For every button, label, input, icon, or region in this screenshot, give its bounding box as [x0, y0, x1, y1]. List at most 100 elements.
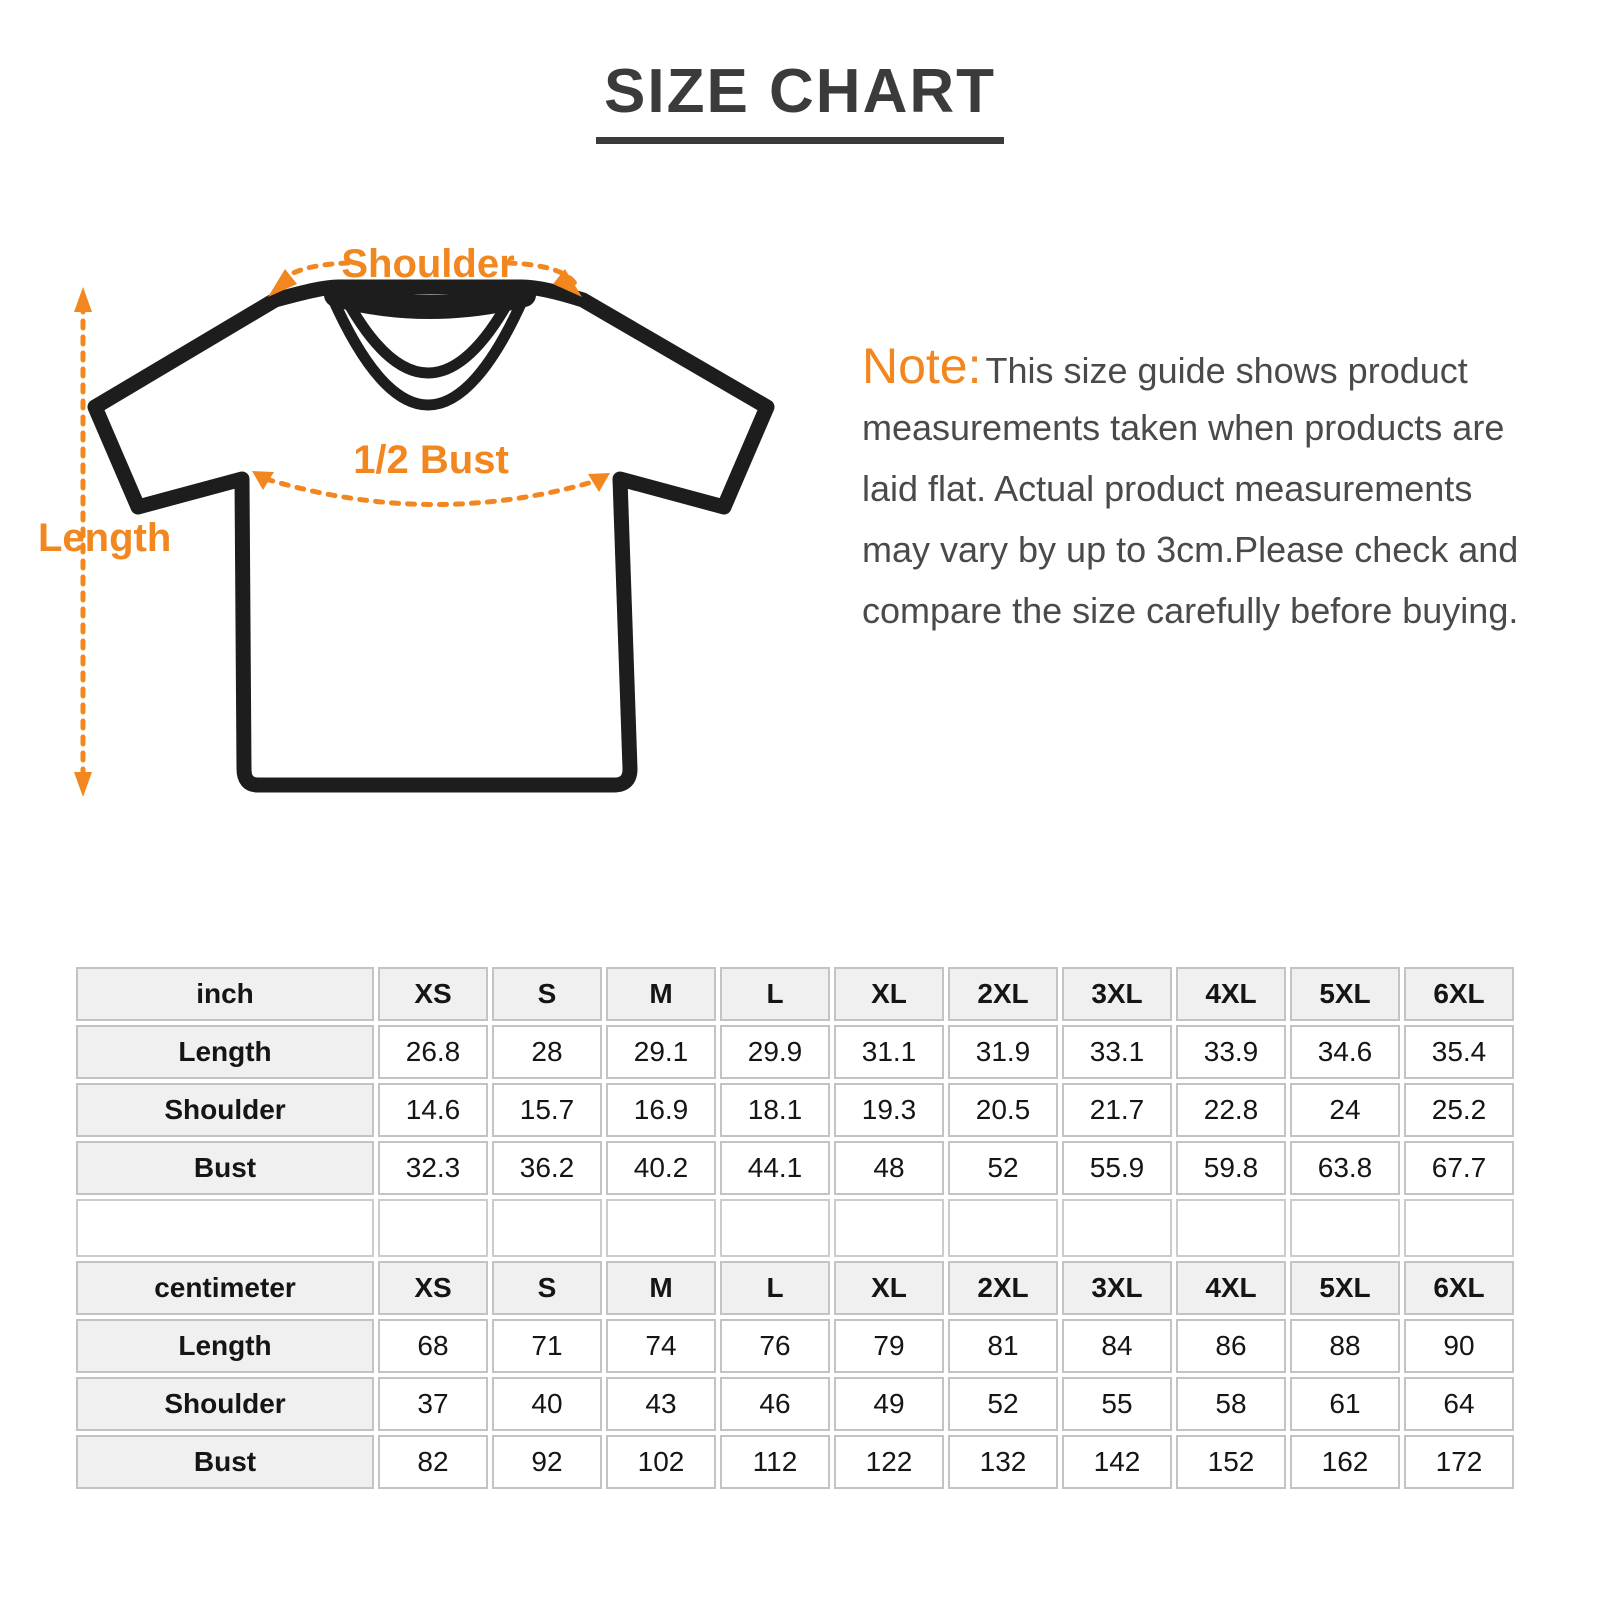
- size-column-header: 3XL: [1062, 967, 1172, 1021]
- shoulder-arrow-right-icon: [553, 269, 582, 297]
- length-arrow-up-icon: [74, 287, 92, 312]
- measurement-value: 36.2: [492, 1141, 602, 1195]
- row-label: Length: [76, 1319, 374, 1373]
- size-column-header: XS: [378, 1261, 488, 1315]
- measurement-value: 71: [492, 1319, 602, 1373]
- length-label: Length: [38, 516, 171, 560]
- measurement-value: 132: [948, 1435, 1058, 1489]
- note-label: Note:: [862, 338, 982, 394]
- measurement-value: 82: [378, 1435, 488, 1489]
- measurement-value: 14.6: [378, 1083, 488, 1137]
- spacer-cell: [378, 1199, 488, 1257]
- measurement-value: 40: [492, 1377, 602, 1431]
- measurement-value: 55: [1062, 1377, 1172, 1431]
- measurement-value: 162: [1290, 1435, 1400, 1489]
- size-column-header: 5XL: [1290, 967, 1400, 1021]
- note-line: may vary by up to 3cm.Please check and: [862, 529, 1519, 570]
- size-column-header: S: [492, 967, 602, 1021]
- measurement-value: 20.5: [948, 1083, 1058, 1137]
- measurement-value: 68: [378, 1319, 488, 1373]
- measurement-value: 24: [1290, 1083, 1400, 1137]
- measurement-value: 79: [834, 1319, 944, 1373]
- note-line: measurements taken when products are: [862, 407, 1505, 448]
- measurement-value: 34.6: [1290, 1025, 1400, 1079]
- size-column-header: 2XL: [948, 967, 1058, 1021]
- measurement-value: 25.2: [1404, 1083, 1514, 1137]
- spacer-cell: [720, 1199, 830, 1257]
- length-arrow-down-icon: [74, 772, 92, 797]
- measurement-value: 64: [1404, 1377, 1514, 1431]
- measurement-value: 90: [1404, 1319, 1514, 1373]
- size-column-header: M: [606, 967, 716, 1021]
- note-line: laid flat. Actual product measurements: [862, 468, 1473, 509]
- measurement-value: 31.9: [948, 1025, 1058, 1079]
- measurement-value: 67.7: [1404, 1141, 1514, 1195]
- bust-label: 1/2 Bust: [353, 438, 509, 482]
- measurement-value: 18.1: [720, 1083, 830, 1137]
- table-row: Shoulder 37 40 43 46 49 52 55 58 61 64: [76, 1377, 1514, 1431]
- row-label: Bust: [76, 1141, 374, 1195]
- spacer-cell: [1290, 1199, 1400, 1257]
- spacer-row: [76, 1199, 1514, 1257]
- shoulder-measure-line-right: [505, 260, 579, 288]
- measurement-value: 43: [606, 1377, 716, 1431]
- spacer-cell: [606, 1199, 716, 1257]
- note-line: Note: This size guide shows product: [862, 336, 1518, 397]
- size-column-header: L: [720, 1261, 830, 1315]
- measurement-value: 44.1: [720, 1141, 830, 1195]
- spacer-cell: [948, 1199, 1058, 1257]
- measurement-value: 15.7: [492, 1083, 602, 1137]
- spacer-cell: [76, 1199, 374, 1257]
- measurement-value: 32.3: [378, 1141, 488, 1195]
- size-column-header: 4XL: [1176, 967, 1286, 1021]
- measurement-value: 172: [1404, 1435, 1514, 1489]
- tshirt-measurement-diagram: Shoulder 1/2 Bust Length: [38, 242, 775, 797]
- measurement-value: 49: [834, 1377, 944, 1431]
- measurement-value: 88: [1290, 1319, 1400, 1373]
- size-column-header: L: [720, 967, 830, 1021]
- row-label: Shoulder: [76, 1377, 374, 1431]
- table-header-row: inch XS S M L XL 2XL 3XL 4XL 5XL 6XL: [76, 967, 1514, 1021]
- table-row: Bust 82 92 102 112 122 132 142 152 162 172: [76, 1435, 1514, 1489]
- bust-arrow-right-icon: [588, 473, 610, 492]
- tshirt-outline: [87, 279, 775, 793]
- measurement-value: 19.3: [834, 1083, 944, 1137]
- size-column-header: XS: [378, 967, 488, 1021]
- shoulder-arrow-left-icon: [268, 269, 297, 297]
- measurement-value: 63.8: [1290, 1141, 1400, 1195]
- measurement-value: 26.8: [378, 1025, 488, 1079]
- note-line: compare the size carefully before buying…: [862, 590, 1519, 631]
- measurement-value: 55.9: [1062, 1141, 1172, 1195]
- measurement-value: 152: [1176, 1435, 1286, 1489]
- measurement-value: 33.9: [1176, 1025, 1286, 1079]
- page-title-text: SIZE CHART: [596, 56, 1004, 144]
- bust-measure-line: [263, 476, 599, 507]
- size-column-header: S: [492, 1261, 602, 1315]
- measurement-value: 40.2: [606, 1141, 716, 1195]
- measurement-value: 76: [720, 1319, 830, 1373]
- measurement-value: 92: [492, 1435, 602, 1489]
- measurement-value: 37: [378, 1377, 488, 1431]
- table-row: Bust 32.3 36.2 40.2 44.1 48 52 55.9 59.8 63.8 67.7: [76, 1141, 1514, 1195]
- measurement-value: 48: [834, 1141, 944, 1195]
- spacer-cell: [492, 1199, 602, 1257]
- measurement-value: 112: [720, 1435, 830, 1489]
- measurement-value: 74: [606, 1319, 716, 1373]
- measurement-value: 46: [720, 1377, 830, 1431]
- unit-header-inch: inch: [76, 967, 374, 1021]
- table-row: Shoulder 14.6 15.7 16.9 18.1 19.3 20.5 21.7 22.8…: [76, 1083, 1514, 1137]
- size-column-header: M: [606, 1261, 716, 1315]
- size-column-header: 2XL: [948, 1261, 1058, 1315]
- measurement-value: 84: [1062, 1319, 1172, 1373]
- shoulder-label: Shoulder: [341, 242, 514, 286]
- measurement-value: 81: [948, 1319, 1058, 1373]
- spacer-cell: [1404, 1199, 1514, 1257]
- measurement-value: 61: [1290, 1377, 1400, 1431]
- size-column-header: 6XL: [1404, 967, 1514, 1021]
- note-text: This size guide shows product: [985, 350, 1468, 391]
- measurement-value: 35.4: [1404, 1025, 1514, 1079]
- measurement-value: 22.8: [1176, 1083, 1286, 1137]
- measurement-value: 29.1: [606, 1025, 716, 1079]
- measurement-value: 28: [492, 1025, 602, 1079]
- table-header-row: centimeter XS S M L XL 2XL 3XL 4XL 5XL 6XL: [76, 1261, 1514, 1315]
